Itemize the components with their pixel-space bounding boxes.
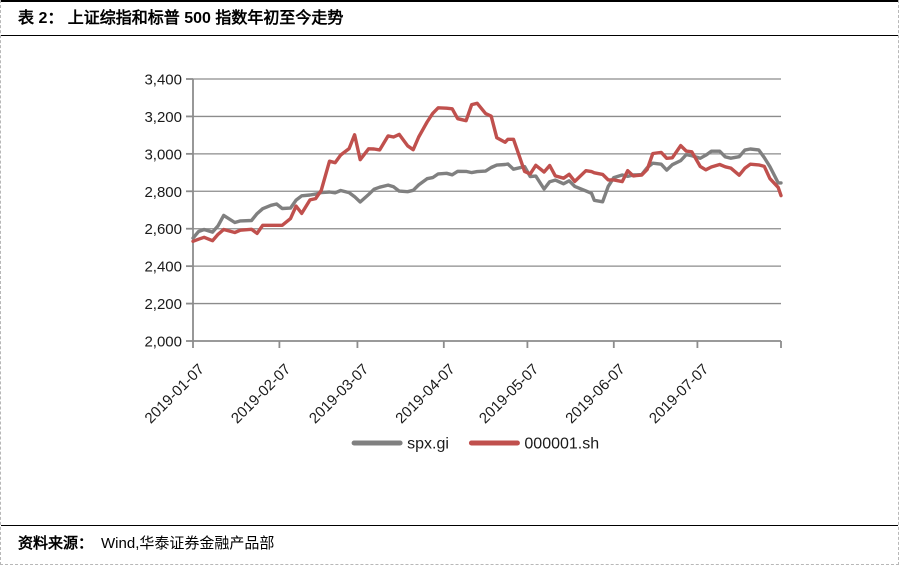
x-tick-label: 2019-02-07 (228, 361, 294, 427)
series-line-spx-gi (191, 147, 783, 240)
source-text: Wind,华泰证券金融产品部 (101, 535, 275, 552)
gridlines (193, 78, 781, 305)
y-tick-label: 3,000 (144, 146, 182, 163)
legend-label: spx.gi (407, 436, 449, 453)
y-tick-label: 2,800 (144, 184, 182, 201)
figure-top-border (1, 0, 898, 2)
y-tick-label: 2,000 (144, 334, 182, 351)
x-tick-label: 2019-07-07 (646, 361, 712, 427)
x-tick-label: 2019-06-07 (562, 361, 628, 427)
y-tick-label: 2,200 (144, 296, 182, 313)
chart-svg: 2,000 2,200 2,400 2,600 2,800 3,000 3,200 3,400… (142, 72, 783, 453)
source-note: 资料来源： Wind,华泰证券金融产品部 (1, 525, 898, 564)
x-tick-label: 2019-05-07 (476, 361, 542, 427)
series-line-000001-sh (191, 101, 783, 244)
figure-title: 表 2： 上证综指和标普 500 指数年初至今走势 (1, 2, 898, 36)
y-tick-label: 3,400 (144, 72, 182, 89)
legend: spx.gi 000001.sh (351, 436, 599, 453)
legend-label: 000001.sh (524, 436, 599, 453)
chart-area: 2,000 2,200 2,400 2,600 2,800 3,000 3,200 3,400… (1, 37, 898, 525)
x-tick-label: 2019-01-07 (142, 361, 208, 427)
y-axis: 2,000 2,200 2,400 2,600 2,800 3,000 3,200 3,400 (144, 72, 194, 351)
y-tick-label: 2,400 (144, 259, 182, 276)
x-tick-label: 2019-04-07 (392, 361, 458, 427)
x-axis: 2019-01-07 2019-02-07 2019-03-07 2019-04-07… (142, 340, 782, 427)
x-tick-label: 2019-03-07 (306, 361, 372, 427)
source-label: 资料来源： (18, 535, 94, 552)
series-lines (191, 101, 783, 244)
y-tick-label: 3,200 (144, 109, 182, 126)
y-tick-label: 2,600 (144, 221, 182, 238)
